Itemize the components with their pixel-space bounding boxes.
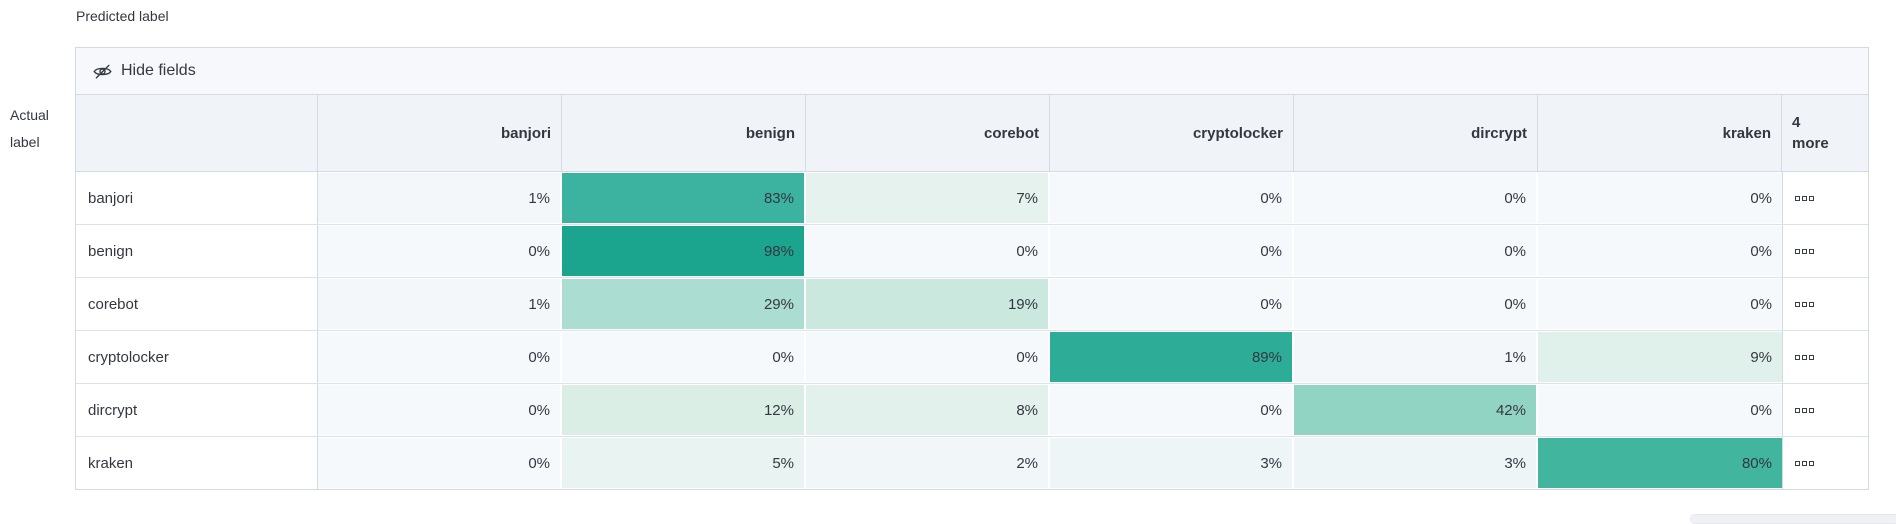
cell-corebot-kraken: 0% <box>1538 278 1782 330</box>
boxes-horizontal-icon[interactable] <box>1793 353 1816 362</box>
cell-dircrypt-dircrypt: 42% <box>1294 384 1538 436</box>
actual-label-line1: Actual <box>10 107 49 123</box>
column-header-kraken[interactable]: kraken <box>1538 95 1782 171</box>
cell-corebot-banjori: 1% <box>318 278 562 330</box>
boxes-horizontal-icon[interactable] <box>1793 194 1816 203</box>
cell-dircrypt-cryptolocker: 0% <box>1050 384 1294 436</box>
row-more-cell <box>1782 225 1868 277</box>
boxes-horizontal-icon[interactable] <box>1793 247 1816 256</box>
cell-banjori-cryptolocker: 0% <box>1050 172 1294 224</box>
more-count: 4 <box>1792 114 1801 131</box>
cell-cryptolocker-banjori: 0% <box>318 331 562 383</box>
boxes-horizontal-icon[interactable] <box>1793 459 1816 468</box>
row-more-cell <box>1782 172 1868 224</box>
cell-kraken-banjori: 0% <box>318 437 562 489</box>
row-more-cell <box>1782 437 1868 489</box>
row-label-kraken: kraken <box>76 437 318 489</box>
table-row: corebot 1% 29% 19% 0% 0% 0% <box>76 278 1868 331</box>
cell-banjori-banjori: 1% <box>318 172 562 224</box>
table-row: banjori 1% 83% 7% 0% 0% 0% <box>76 172 1868 225</box>
row-more-cell <box>1782 331 1868 383</box>
table-row: benign 0% 98% 0% 0% 0% 0% <box>76 225 1868 278</box>
cell-benign-dircrypt: 0% <box>1294 225 1538 277</box>
cell-benign-benign: 98% <box>562 225 806 277</box>
cell-corebot-benign: 29% <box>562 278 806 330</box>
horizontal-scrollbar-thumb[interactable] <box>1690 514 1896 524</box>
row-label-dircrypt: dircrypt <box>76 384 318 436</box>
confusion-matrix-grid: Hide fields banjori benign corebot crypt… <box>75 47 1869 490</box>
column-header-corebot[interactable]: corebot <box>806 95 1050 171</box>
cell-benign-cryptolocker: 0% <box>1050 225 1294 277</box>
cell-corebot-cryptolocker: 0% <box>1050 278 1294 330</box>
hide-fields-label: Hide fields <box>121 62 196 79</box>
cell-banjori-corebot: 7% <box>806 172 1050 224</box>
row-label-benign: benign <box>76 225 318 277</box>
cell-benign-kraken: 0% <box>1538 225 1782 277</box>
cell-kraken-benign: 5% <box>562 437 806 489</box>
cell-banjori-dircrypt: 0% <box>1294 172 1538 224</box>
cell-cryptolocker-cryptolocker: 89% <box>1050 331 1294 383</box>
more-label: more <box>1792 135 1829 152</box>
cell-dircrypt-kraken: 0% <box>1538 384 1782 436</box>
row-more-cell <box>1782 384 1868 436</box>
cell-kraken-corebot: 2% <box>806 437 1050 489</box>
cell-dircrypt-corebot: 8% <box>806 384 1050 436</box>
boxes-horizontal-icon[interactable] <box>1793 300 1816 309</box>
cell-cryptolocker-dircrypt: 1% <box>1294 331 1538 383</box>
cell-corebot-dircrypt: 0% <box>1294 278 1538 330</box>
table-row: cryptolocker 0% 0% 0% 89% 1% 9% <box>76 331 1868 384</box>
header-corner-cell <box>76 95 318 171</box>
actual-label-line2: label <box>10 134 40 150</box>
actual-label: Actual label <box>10 102 49 156</box>
cell-kraken-dircrypt: 3% <box>1294 437 1538 489</box>
cell-cryptolocker-benign: 0% <box>562 331 806 383</box>
table-row: kraken 0% 5% 2% 3% 3% 80% <box>76 437 1868 489</box>
column-header-benign[interactable]: benign <box>562 95 806 171</box>
hide-fields-button[interactable]: Hide fields <box>76 48 208 94</box>
cell-dircrypt-banjori: 0% <box>318 384 562 436</box>
cell-cryptolocker-kraken: 9% <box>1538 331 1782 383</box>
cell-banjori-kraken: 0% <box>1538 172 1782 224</box>
row-label-cryptolocker: cryptolocker <box>76 331 318 383</box>
cell-corebot-corebot: 19% <box>806 278 1050 330</box>
cell-benign-corebot: 0% <box>806 225 1050 277</box>
boxes-horizontal-icon[interactable] <box>1793 406 1816 415</box>
predicted-label: Predicted label <box>76 8 169 24</box>
table-row: dircrypt 0% 12% 8% 0% 42% 0% <box>76 384 1868 437</box>
row-more-cell <box>1782 278 1868 330</box>
grid-toolbar: Hide fields <box>76 48 1868 95</box>
cell-benign-banjori: 0% <box>318 225 562 277</box>
column-header-cryptolocker[interactable]: cryptolocker <box>1050 95 1294 171</box>
cell-kraken-kraken: 80% <box>1538 437 1782 489</box>
row-label-corebot: corebot <box>76 278 318 330</box>
eye-closed-icon <box>93 62 112 81</box>
cell-kraken-cryptolocker: 3% <box>1050 437 1294 489</box>
cell-dircrypt-benign: 12% <box>562 384 806 436</box>
header-row: banjori benign corebot cryptolocker dirc… <box>76 95 1868 172</box>
row-label-banjori: banjori <box>76 172 318 224</box>
cell-banjori-benign: 83% <box>562 172 806 224</box>
column-header-dircrypt[interactable]: dircrypt <box>1294 95 1538 171</box>
column-header-banjori[interactable]: banjori <box>318 95 562 171</box>
cell-cryptolocker-corebot: 0% <box>806 331 1050 383</box>
column-header-more[interactable]: 4 more <box>1782 95 1868 171</box>
